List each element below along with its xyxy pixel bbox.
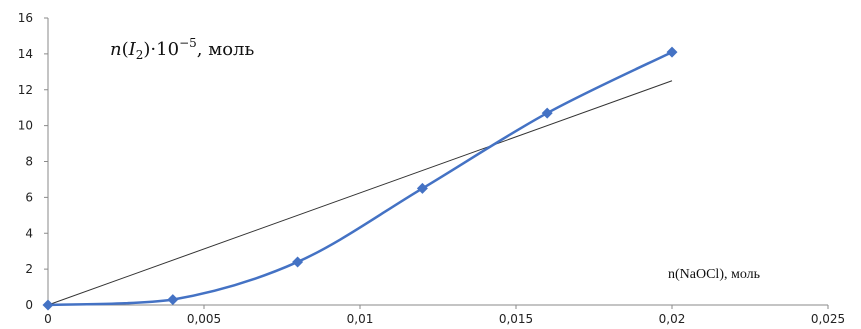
data-point-marker (42, 299, 54, 311)
y-tick-label: 0 (25, 298, 33, 312)
axes (47, 18, 828, 306)
y-tick-label: 14 (18, 47, 33, 61)
y-axis-label: n(I2)·10−5, моль (110, 36, 254, 62)
y-tick-label: 4 (25, 226, 33, 240)
x-tick-label: 0,01 (347, 312, 374, 326)
y-tick-label: 6 (25, 190, 33, 204)
x-axis-label: n(NaOCl), моль (668, 267, 760, 282)
x-tick-labels: 0 0,005 0,01 0,015 0,02 0,025 (44, 305, 845, 326)
trend-line (47, 80, 673, 306)
data-point-marker (666, 46, 678, 58)
data-point-marker (167, 294, 179, 306)
y-tick-labels: 0 2 4 6 8 10 12 14 16 (18, 11, 48, 312)
y-tick-label: 10 (18, 119, 33, 133)
x-tick-label: 0,02 (659, 312, 686, 326)
y-tick-label: 2 (25, 262, 33, 276)
x-tick-label: 0,025 (811, 312, 845, 326)
x-tick-label: 0 (44, 312, 52, 326)
y-tick-label: 12 (18, 83, 33, 97)
data-series-line (47, 50, 673, 307)
data-point-marker (541, 107, 553, 119)
x-tick-label: 0,015 (499, 312, 533, 326)
x-tick-label: 0,005 (187, 312, 221, 326)
data-point-marker (416, 182, 428, 194)
data-point-marker (292, 256, 304, 268)
y-tick-label: 16 (18, 11, 33, 25)
y-tick-label: 8 (25, 155, 33, 169)
series-layer (42, 46, 678, 311)
